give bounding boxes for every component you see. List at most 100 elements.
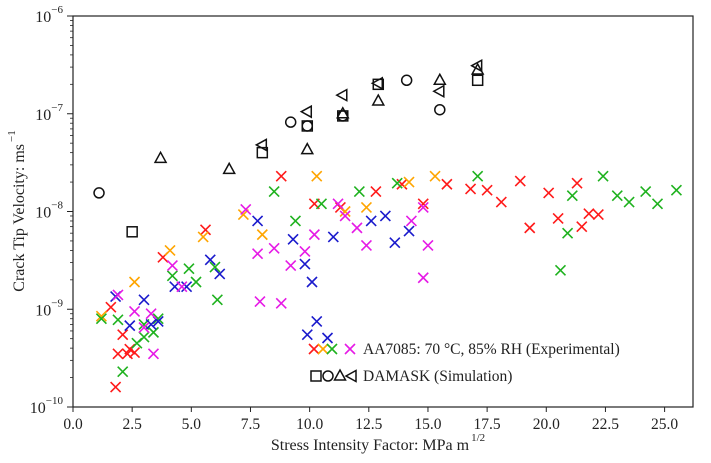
data-point-x: [95, 310, 107, 322]
data-point-x: [389, 237, 401, 249]
data-point-x: [351, 222, 363, 234]
data-point-x: [370, 185, 382, 198]
y-axis-label: Crack Tip Velocity: ms −1: [6, 130, 28, 291]
data-point-x: [481, 184, 493, 196]
x-tick-label: 12.5: [355, 416, 382, 433]
data-point-x: [315, 198, 328, 210]
data-point-x: [289, 215, 302, 227]
data-point-x: [117, 329, 129, 341]
data-point-circle: [301, 120, 314, 132]
x-tick-label: 22.5: [592, 416, 619, 433]
data-point-x: [554, 264, 567, 276]
x-tick-label: 0.0: [63, 416, 83, 433]
legend-marker-x: [344, 343, 356, 355]
y-tick-label: 10−7: [35, 102, 63, 124]
data-point-x: [472, 170, 484, 182]
data-point-x: [429, 170, 441, 182]
x-tick-label: 15.0: [414, 416, 441, 433]
data-point-x: [576, 221, 588, 233]
series-aa7085-green: [95, 170, 683, 378]
legend-simulation-label: DAMASK (Simulation): [363, 368, 512, 385]
data-point-circle: [284, 116, 297, 128]
data-point-triangle-up: [371, 93, 386, 106]
data-point-x: [611, 190, 623, 202]
data-point-x: [353, 185, 365, 198]
legend-marker-x: [317, 343, 329, 355]
x-axis-label: Stress Intensity Factor: MPa m 1/2: [271, 432, 485, 454]
y-axis-label-text: Crack Tip Velocity: ms: [11, 144, 28, 292]
data-point-x: [214, 268, 226, 280]
data-point-x: [211, 294, 223, 306]
data-point-x: [566, 190, 578, 202]
data-point-x: [301, 329, 313, 341]
data-point-triangle-left: [299, 104, 313, 119]
data-point-x: [299, 258, 311, 270]
data-point-x: [147, 326, 160, 338]
data-point-circle: [400, 74, 413, 87]
series-aa7085-orange: [95, 170, 441, 322]
data-point-x: [112, 289, 124, 301]
data-point-x: [311, 315, 323, 328]
data-point-x: [651, 198, 664, 210]
data-point-x: [285, 259, 297, 272]
series-damask-triangle-left: [254, 58, 483, 152]
data-point-x: [417, 201, 429, 214]
legend-marker-triangle-left: [344, 369, 357, 383]
data-point-x: [152, 313, 164, 325]
x-tick-label: 20.0: [533, 416, 560, 433]
y-axis-ticks: 10−6 10−7 10−8 10−9 10−10: [30, 4, 73, 417]
data-point-x: [592, 209, 604, 221]
data-point-x: [640, 185, 652, 198]
data-point-square: [126, 226, 138, 238]
data-point-x: [562, 227, 574, 239]
data-point-x: [275, 297, 287, 309]
data-point-x: [124, 320, 136, 332]
data-point-x: [254, 295, 266, 308]
data-point-triangle-left: [432, 84, 445, 98]
data-point-x: [112, 348, 124, 360]
data-point-triangle-up: [153, 150, 168, 164]
y-tick-label: 10−6: [35, 4, 63, 26]
data-point-x: [95, 313, 107, 325]
data-point-x: [306, 276, 318, 288]
x-tick-label: 17.5: [474, 416, 501, 433]
data-point-x: [403, 225, 415, 237]
legend-marker-x: [326, 343, 338, 355]
data-point-x: [417, 272, 429, 284]
legend: AA7085: 70 °C, 85% RH (Experimental) DAM…: [308, 332, 620, 385]
x-tick-label: 5.0: [182, 416, 202, 433]
data-point-x: [583, 208, 595, 220]
data-point-x: [360, 239, 373, 251]
x-tick-label: 10.0: [296, 416, 323, 433]
data-point-x: [138, 321, 150, 334]
series-damask-triangle-up: [153, 62, 485, 175]
data-point-x: [405, 215, 417, 227]
legend-marker-square: [310, 370, 322, 382]
data-point-triangle-left: [470, 58, 483, 73]
data-point-x: [268, 242, 280, 254]
data-point-x: [240, 203, 252, 215]
data-point-x: [365, 215, 377, 227]
x-axis-label-text: Stress Intensity Factor: MPa m: [271, 437, 470, 454]
data-point-x: [181, 281, 193, 293]
data-point-x: [204, 254, 216, 266]
data-point-x: [287, 233, 299, 245]
x-tick-label: 2.5: [122, 416, 142, 433]
data-point-x: [571, 177, 583, 189]
data-point-x: [199, 224, 212, 236]
x-axis-ticks: 0.0 2.5 5.0 7.5 10.0 12.5 15.0 17.5 20.0 22.5 25.0: [63, 407, 678, 433]
data-point-triangle-left: [370, 76, 384, 91]
y-tick-label: 10−8: [35, 200, 63, 222]
x-tick-label: 25.0: [651, 416, 678, 433]
data-point-x: [190, 276, 202, 288]
y-axis-label-exponent: −1: [6, 130, 18, 142]
y-tick-label: 10−10: [30, 395, 64, 417]
data-point-x: [275, 170, 287, 182]
data-point-x: [360, 201, 373, 214]
data-point-x: [268, 185, 280, 198]
data-point-x: [514, 175, 526, 187]
data-point-x: [332, 198, 344, 210]
data-point-x: [464, 183, 477, 195]
data-point-x: [145, 318, 157, 330]
